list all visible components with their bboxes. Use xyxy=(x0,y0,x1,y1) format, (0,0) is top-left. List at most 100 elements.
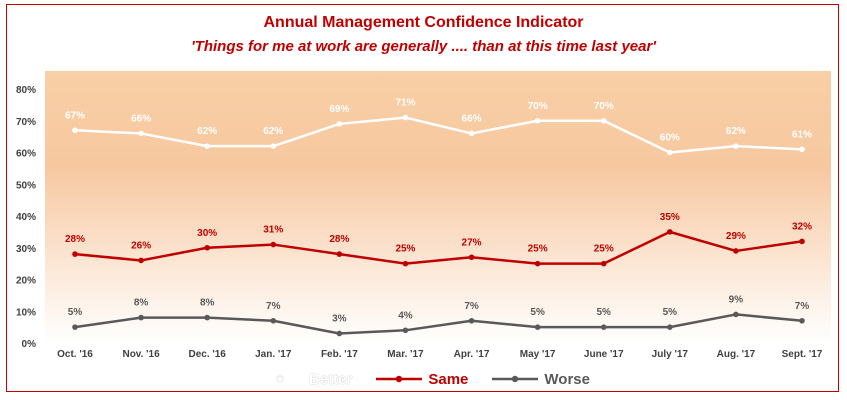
data-point-same xyxy=(72,251,78,257)
legend-swatch-better xyxy=(257,375,304,383)
data-label-same: 32% xyxy=(792,221,812,232)
data-label-worse: 5% xyxy=(597,307,612,318)
data-label-better: 60% xyxy=(660,133,680,144)
data-label-worse: 7% xyxy=(464,301,479,312)
legend-label-same: Same xyxy=(428,370,469,388)
data-point-better xyxy=(138,130,144,137)
data-label-better: 70% xyxy=(528,101,548,112)
data-label-same: 30% xyxy=(197,228,217,239)
data-point-worse xyxy=(600,324,607,330)
data-point-same xyxy=(204,244,210,251)
data-label-worse: 3% xyxy=(332,313,347,324)
legend-swatch-same xyxy=(376,375,423,383)
y-tick-label: 50% xyxy=(16,180,36,191)
data-point-worse xyxy=(468,317,475,324)
data-point-same xyxy=(799,238,805,245)
data-point-better xyxy=(336,121,343,127)
data-label-same: 25% xyxy=(395,244,415,255)
data-point-better xyxy=(72,127,78,134)
legend-item-worse: Worse xyxy=(492,369,590,389)
x-tick-label: Jan. '17 xyxy=(255,349,292,360)
series-line-worse xyxy=(74,313,803,335)
legend-label-worse: Worse xyxy=(544,370,590,388)
data-label-worse: 8% xyxy=(134,298,149,309)
data-point-better xyxy=(600,117,607,124)
data-label-better: 69% xyxy=(329,104,349,115)
data-label-better: 62% xyxy=(197,126,217,137)
data-point-same xyxy=(270,241,277,248)
data-point-worse xyxy=(534,324,541,330)
legend-label-better: Better xyxy=(309,370,353,388)
data-point-better xyxy=(204,143,210,149)
x-tick-label: Mar. '17 xyxy=(387,349,424,360)
data-label-same: 27% xyxy=(462,237,482,248)
data-point-same xyxy=(667,229,673,235)
data-point-same xyxy=(600,260,607,267)
data-label-same: 35% xyxy=(660,212,680,223)
x-tick-label: Nov. '16 xyxy=(122,349,160,360)
line-chart: 0% 10% 20% 30% 40% 50% 60% 70% 80% Oct. '16 Nov. '… xyxy=(16,71,831,360)
data-label-same: 29% xyxy=(726,231,746,242)
data-point-worse xyxy=(733,311,739,318)
y-tick-label: 0% xyxy=(22,339,37,350)
data-label-worse: 7% xyxy=(266,301,281,312)
data-label-same: 25% xyxy=(594,244,614,255)
x-tick-label: Feb. '17 xyxy=(321,349,358,360)
data-label-worse: 5% xyxy=(663,307,678,318)
data-label-better: 62% xyxy=(263,126,283,137)
data-point-better xyxy=(733,143,739,149)
y-tick-label: 20% xyxy=(16,276,36,287)
x-tick-label: May '17 xyxy=(520,349,556,360)
x-tick-label: June '17 xyxy=(584,349,624,360)
data-point-better xyxy=(270,143,277,149)
x-tick-label: Dec. '16 xyxy=(188,349,226,360)
data-point-better xyxy=(534,117,541,124)
data-label-same: 28% xyxy=(65,234,85,245)
data-label-better: 66% xyxy=(462,113,482,124)
y-tick-label: 70% xyxy=(16,117,36,128)
data-label-better: 61% xyxy=(792,129,812,140)
data-label-better: 70% xyxy=(594,101,614,112)
data-label-better: 66% xyxy=(131,113,151,124)
data-point-better xyxy=(667,149,673,156)
data-point-worse xyxy=(204,314,210,321)
data-label-worse: 7% xyxy=(795,301,810,312)
x-tick-label: Apr. '17 xyxy=(454,349,490,360)
data-label-better: 71% xyxy=(395,98,415,109)
x-tick-label: Oct. '16 xyxy=(57,349,93,360)
data-label-same: 25% xyxy=(528,244,548,255)
data-point-worse xyxy=(336,330,343,337)
series-line-same xyxy=(74,230,803,265)
data-label-better: 62% xyxy=(726,126,746,137)
data-label-same: 26% xyxy=(131,240,151,251)
x-tick-label: July '17 xyxy=(652,349,689,360)
data-label-same: 31% xyxy=(263,225,283,236)
legend: Better Same Worse xyxy=(7,369,840,389)
data-point-same xyxy=(468,254,475,261)
x-tick-label: Aug. '17 xyxy=(717,349,756,360)
data-point-better xyxy=(402,114,409,121)
y-tick-label: 10% xyxy=(16,307,36,318)
data-point-same xyxy=(336,251,343,257)
chart-title: Annual Management Confidence Indicator xyxy=(263,14,584,31)
data-label-same: 28% xyxy=(329,234,349,245)
y-tick-label: 60% xyxy=(16,149,36,160)
y-tick-label: 80% xyxy=(16,85,36,96)
data-label-worse: 5% xyxy=(68,307,83,318)
data-point-better xyxy=(468,130,475,137)
data-label-better: 67% xyxy=(65,110,85,121)
data-label-worse: 5% xyxy=(530,307,545,318)
data-label-worse: 9% xyxy=(729,294,744,305)
data-point-worse xyxy=(402,327,409,334)
series-better: 67% 66% 62% 62% 69% 71% 66% 70% 70% 60% 62% 61% xyxy=(65,98,812,156)
chart-subtitle: 'Things for me at work are generally ...… xyxy=(191,38,656,55)
chart-frame: Annual Management Confidence Indicator '… xyxy=(6,4,839,392)
data-label-worse: 4% xyxy=(398,310,413,321)
data-point-same xyxy=(402,260,409,267)
data-label-worse: 8% xyxy=(200,298,215,309)
data-point-worse xyxy=(799,317,805,324)
data-point-better xyxy=(799,146,805,153)
x-tick-label: Sept. '17 xyxy=(782,349,823,360)
legend-item-same: Same xyxy=(376,369,468,389)
data-point-same xyxy=(138,257,144,264)
